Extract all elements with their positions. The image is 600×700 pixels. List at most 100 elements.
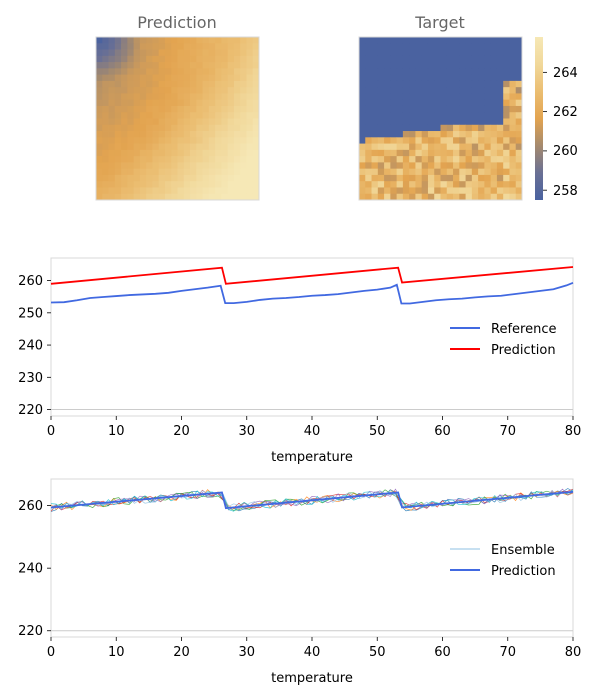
heatmap-cell (196, 99, 203, 107)
heatmap-cell (171, 168, 178, 176)
heatmap-cell (215, 112, 222, 119)
heatmap-cell (434, 93, 441, 101)
heatmap-cell (396, 137, 404, 144)
heatmap-cell (377, 143, 385, 151)
heatmap-cell (465, 181, 473, 188)
heatmap-cell (208, 124, 216, 132)
colorbar (535, 37, 543, 200)
heatmap-cell (102, 99, 109, 107)
heatmap-cell (190, 49, 197, 57)
heatmap-cell (453, 149, 460, 157)
heatmap-cell (215, 68, 222, 76)
heatmap-cell (484, 87, 492, 94)
heatmap-cell (96, 112, 103, 119)
heatmap-cell (396, 143, 404, 151)
heatmap-cell (240, 137, 247, 144)
heatmap-cell (96, 193, 103, 201)
heatmap-cell (190, 87, 197, 94)
heatmap-cell (496, 93, 504, 101)
heatmap-cell (221, 87, 229, 94)
heatmap-cell (240, 149, 247, 157)
heatmap-cell (459, 105, 466, 113)
heatmap-cell (152, 143, 160, 151)
heatmap-cell (384, 43, 391, 50)
heatmap-cell (233, 74, 241, 82)
heatmap-cell (402, 118, 410, 126)
heatmap-cell (146, 74, 153, 82)
heatmap-cell (221, 131, 229, 138)
heatmap-cell (102, 149, 109, 157)
heatmap-cell (108, 168, 116, 176)
heatmap-cell (114, 87, 122, 94)
heatmap-cell (440, 168, 448, 176)
heatmap-cell (384, 105, 391, 113)
heatmap-cell (246, 49, 254, 57)
heatmap-cell (434, 156, 441, 163)
heatmap-cell (453, 49, 460, 57)
heatmap-cell (471, 181, 479, 188)
heatmap-cell (503, 124, 510, 132)
heatmap-cell (158, 74, 166, 82)
heatmap-cell (127, 99, 135, 107)
heatmap-cell (171, 181, 178, 188)
heatmap-cell (490, 62, 498, 69)
heatmap-cell (227, 149, 235, 157)
heatmap-cell (427, 168, 435, 176)
heatmap-cell (177, 68, 185, 76)
heatmap-cell (359, 62, 366, 69)
heatmap-cell (465, 99, 473, 107)
heatmap-cell (390, 162, 398, 170)
heatmap-cell (434, 174, 441, 182)
heatmap-cell (114, 74, 122, 82)
heatmap-cell (227, 112, 235, 119)
heatmap-cell (409, 105, 416, 113)
heatmap-cell (359, 105, 366, 113)
colorbar-tick-258: 258 (553, 184, 578, 199)
heatmap-cell (208, 80, 216, 88)
heatmap-cell (490, 74, 498, 82)
heatmap-cell (227, 74, 235, 82)
heatmap-cell (371, 80, 379, 88)
heatmap-cell (190, 112, 197, 119)
heatmap-cell (208, 68, 216, 76)
heatmap-cell (240, 187, 247, 195)
heatmap-cell (490, 105, 498, 113)
heatmap-cell (459, 156, 466, 163)
heatmap-cell (459, 80, 466, 88)
heatmap-cell (515, 187, 523, 195)
heatmap-cell (196, 174, 203, 182)
heatmap-cell (102, 49, 109, 57)
heatmap-cell (96, 68, 103, 76)
heatmap-cell (484, 43, 492, 50)
heatmap-cell (133, 74, 141, 82)
heatmap-cell (102, 43, 109, 50)
heatmap-cell (190, 124, 197, 132)
heatmap-cell (227, 87, 235, 94)
heatmap-cell (490, 187, 498, 195)
heatmap-cell (96, 181, 103, 188)
heatmap-cell (171, 80, 178, 88)
y-tick-label: 240 (18, 562, 43, 577)
heatmap-cell (415, 149, 423, 157)
heatmap-cell (421, 168, 429, 176)
heatmap-cell (409, 143, 416, 151)
ensemble-member-line (50, 488, 574, 511)
heatmap-cell (384, 49, 391, 57)
heatmap-cell (183, 112, 191, 119)
heatmap-cell (415, 55, 423, 63)
heatmap-cell (509, 55, 517, 63)
heatmap-cell (371, 37, 379, 44)
heatmap-cell (183, 118, 191, 126)
heatmap-cell (164, 49, 172, 57)
heatmap-cell (453, 124, 460, 132)
heatmap-cell (133, 105, 141, 113)
heatmap-cell (371, 55, 379, 63)
heatmap-cell (371, 68, 379, 76)
heatmap-cell (108, 187, 116, 195)
heatmap-cell (515, 156, 523, 163)
heatmap-cell (233, 131, 241, 138)
heatmap-cell (240, 105, 247, 113)
heatmap-cell (465, 74, 473, 82)
heatmap-cell (440, 193, 448, 201)
heatmap-cell (365, 174, 372, 182)
